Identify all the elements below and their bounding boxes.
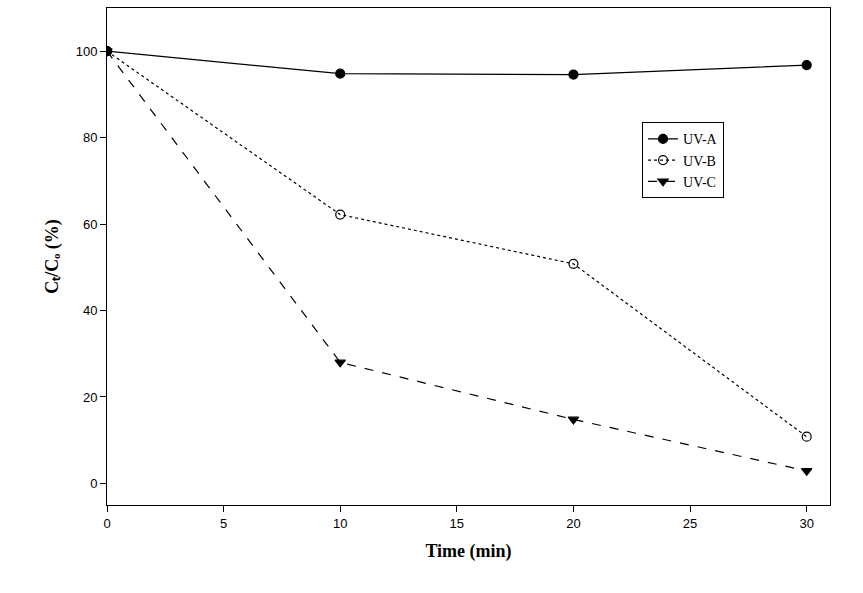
svg-text:20: 20 [566, 516, 580, 531]
svg-text:0: 0 [103, 516, 110, 531]
svg-text:UV-A: UV-A [683, 132, 718, 147]
svg-text:20: 20 [83, 390, 97, 405]
svg-text:Time (min): Time (min) [425, 541, 511, 562]
svg-text:0: 0 [90, 476, 97, 491]
svg-text:100: 100 [76, 44, 98, 59]
svg-text:Cₜ/Cₒ (%): Cₜ/Cₒ (%) [42, 219, 63, 294]
svg-text:30: 30 [799, 516, 813, 531]
svg-text:60: 60 [83, 217, 97, 232]
svg-text:15: 15 [450, 516, 464, 531]
svg-text:80: 80 [83, 130, 97, 145]
svg-text:10: 10 [333, 516, 347, 531]
svg-text:UV-C: UV-C [683, 175, 716, 190]
svg-text:UV-B: UV-B [683, 154, 716, 169]
svg-text:5: 5 [220, 516, 227, 531]
svg-text:40: 40 [83, 303, 97, 318]
svg-text:25: 25 [683, 516, 697, 531]
